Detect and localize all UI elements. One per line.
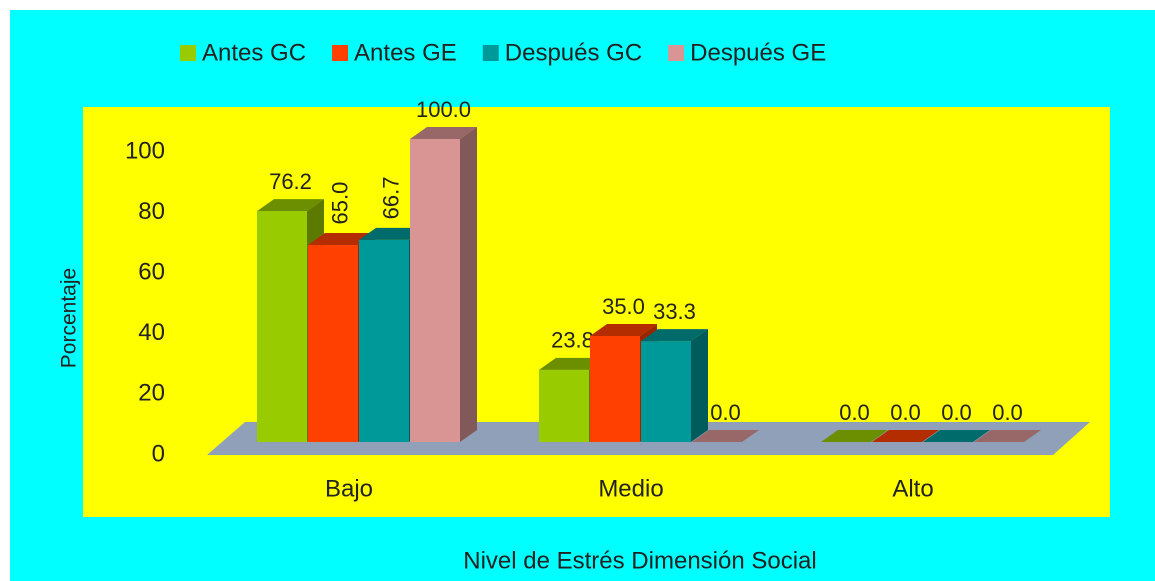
bar — [923, 430, 990, 442]
plot-area — [83, 107, 1110, 517]
legend-swatch — [668, 45, 685, 61]
value-label: 66.7 — [378, 176, 403, 219]
legend-label: Antes GE — [354, 39, 457, 66]
value-label: 0.0 — [992, 400, 1023, 425]
bar — [410, 127, 477, 442]
bar — [974, 430, 1041, 442]
y-tick-label: 20 — [138, 380, 165, 407]
value-label: 100.0 — [416, 97, 471, 122]
value-label: 33.3 — [653, 299, 696, 324]
legend-label: Después GC — [505, 39, 642, 66]
bar — [692, 430, 759, 442]
bar — [641, 329, 708, 442]
value-label: 0.0 — [890, 400, 921, 425]
x-tick-label: Bajo — [325, 475, 373, 502]
legend-swatch — [180, 45, 196, 61]
value-label: 65.0 — [327, 182, 352, 225]
x-tick-label: Medio — [598, 475, 663, 502]
y-tick-label: 60 — [138, 259, 165, 286]
y-axis-title: Porcentaje — [58, 268, 81, 368]
value-label: 23.8 — [551, 328, 594, 353]
value-label: 0.0 — [941, 400, 972, 425]
x-axis-title: Nivel de Estrés Dimensión Social — [463, 547, 816, 574]
x-tick-label: Alto — [892, 475, 933, 502]
y-tick-label: 100 — [125, 137, 165, 164]
y-tick-label: 40 — [138, 319, 165, 346]
legend-swatch — [332, 45, 349, 61]
value-label: 0.0 — [710, 400, 741, 425]
y-tick-label: 80 — [138, 198, 165, 225]
legend-label: Antes GC — [202, 39, 306, 66]
value-label: 35.0 — [602, 294, 645, 319]
bar — [821, 430, 888, 442]
bar — [872, 430, 939, 442]
y-tick-label: 0 — [152, 440, 165, 467]
value-label: 0.0 — [839, 400, 870, 425]
legend-label: Después GE — [690, 39, 826, 66]
legend-swatch — [482, 45, 499, 61]
value-label: 76.2 — [269, 169, 312, 194]
